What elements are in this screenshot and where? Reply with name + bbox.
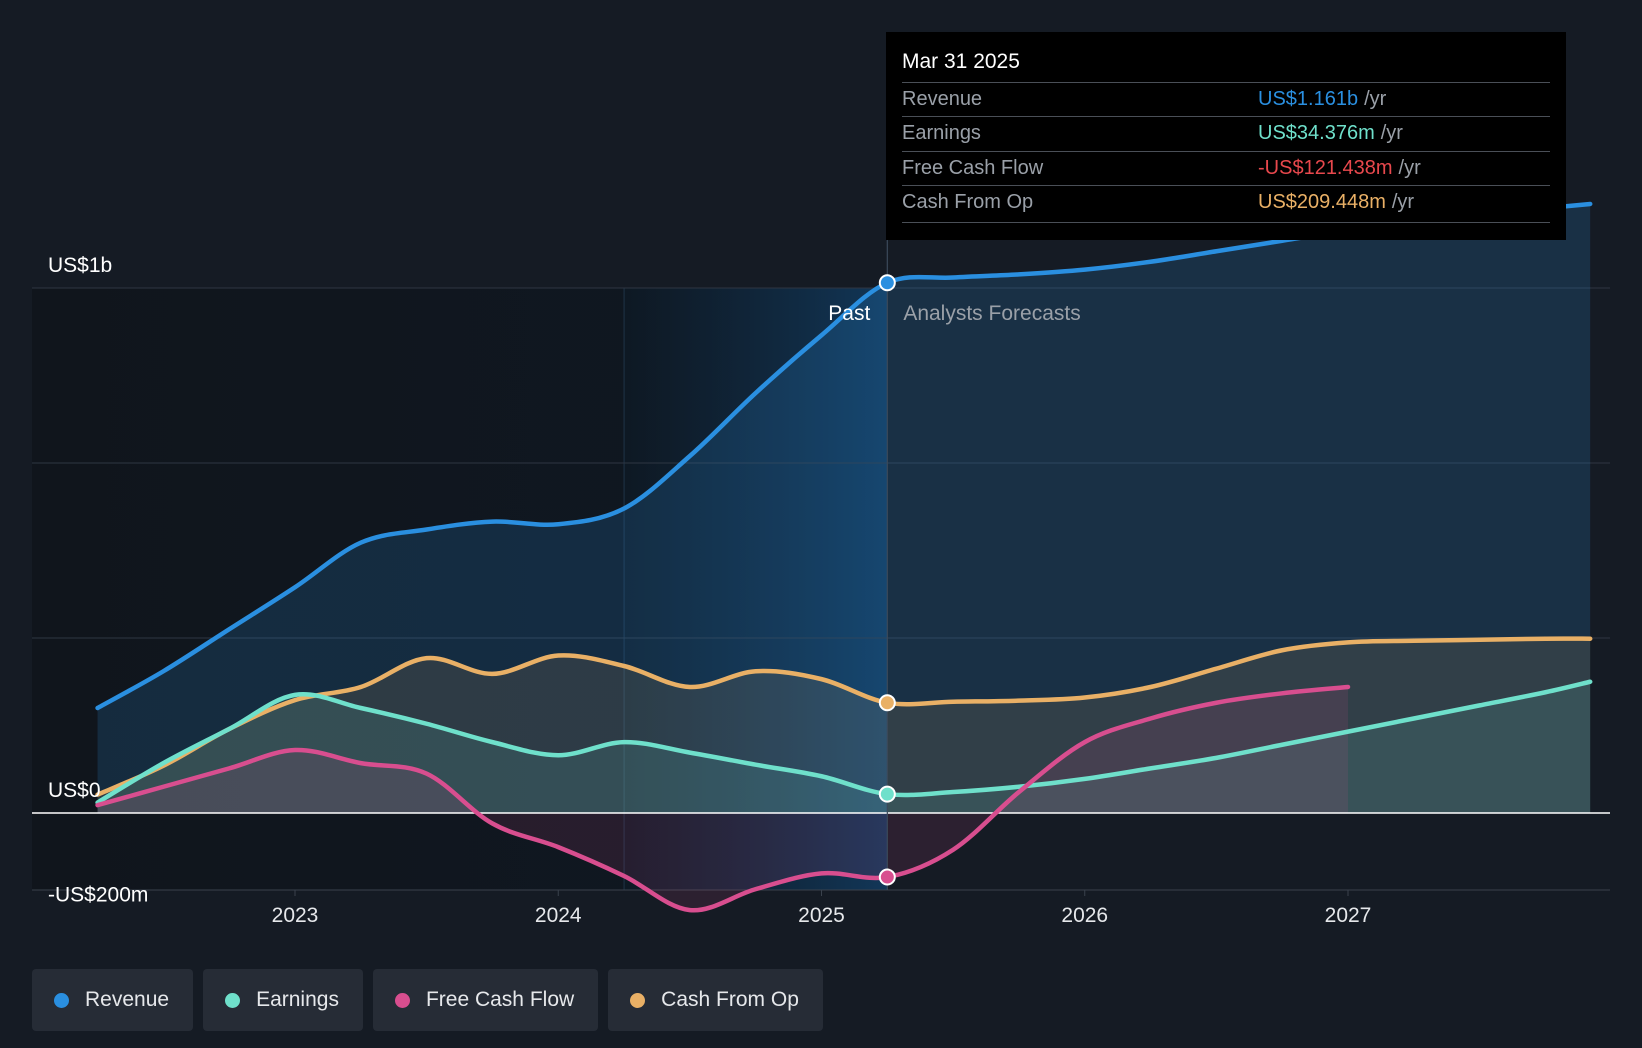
highlight-region (624, 288, 888, 890)
legend-item-earnings[interactable]: Earnings (203, 969, 363, 1031)
legend: Revenue Earnings Free Cash Flow Cash Fro… (32, 969, 823, 1031)
legend-label: Cash From Op (661, 988, 799, 1011)
tooltip-row-earnings: Earnings US$34.376m/yr (902, 116, 1550, 151)
legend-label: Earnings (256, 988, 339, 1011)
tooltip-label: Cash From Op (902, 191, 1034, 213)
legend-item-free-cash-flow[interactable]: Free Cash Flow (372, 969, 599, 1031)
series-line-earnings (95, 679, 1593, 805)
marker-earnings (878, 785, 896, 803)
marker-free-cash-flow (878, 868, 896, 886)
revenue-dot-icon (54, 992, 69, 1008)
earnings-dot-icon (225, 992, 241, 1008)
series-line-cash-from-op (95, 636, 1593, 797)
tooltip-label: Earnings (902, 122, 981, 144)
x-tick-label: 2027 (1325, 904, 1372, 927)
series-fill-cash-from-op (97, 638, 1591, 813)
cash-from-op-dot-icon (630, 992, 646, 1008)
series-fill-revenue (97, 204, 1591, 813)
x-tick-label: 2026 (1061, 904, 1108, 927)
forecast-label: Analysts Forecasts (903, 302, 1080, 325)
y-label-0: US$0 (48, 779, 101, 802)
marker-revenue (878, 274, 896, 292)
series-line-free-cash-flow (95, 684, 1351, 913)
tooltip-date: Mar 31 2025 (902, 50, 1020, 73)
tooltip-value: US$34.376m/yr (1258, 122, 1403, 144)
legend-label: Revenue (85, 988, 170, 1011)
tooltip-row-free-cash-flow: Free Cash Flow -US$121.438m/yr (902, 151, 1550, 186)
x-tick-label: 2024 (535, 904, 582, 927)
data-tooltip: Mar 31 2025 Revenue US$1.161b/yr Earning… (886, 32, 1566, 240)
x-tick-label: 2025 (798, 904, 845, 927)
tooltip-row-cash-from-op: Cash From Op US$209.448m/yr (902, 185, 1550, 220)
legend-item-cash-from-op[interactable]: Cash From Op (608, 969, 823, 1031)
tooltip-value: -US$121.438m/yr (1258, 157, 1421, 179)
tooltip-divider (902, 222, 1550, 223)
tooltip-label: Free Cash Flow (902, 157, 1044, 179)
y-label-1b: US$1b (48, 254, 112, 277)
series-fill-free-cash-flow (97, 687, 1348, 911)
tooltip-row-revenue: Revenue US$1.161b/yr (902, 82, 1550, 117)
tooltip-value: US$209.448m/yr (1258, 191, 1415, 213)
x-tick-label: 2023 (272, 904, 319, 927)
legend-item-revenue[interactable]: Revenue (32, 969, 194, 1031)
past-label: Past (828, 302, 870, 325)
tooltip-label: Revenue (902, 88, 983, 110)
y-label-neg200m: -US$200m (48, 884, 148, 907)
series-fill-earnings (97, 681, 1591, 813)
tooltip-value: US$1.161b/yr (1258, 88, 1387, 110)
marker-cash-from-op (878, 694, 896, 712)
legend-label: Free Cash Flow (425, 988, 575, 1011)
free-cash-flow-dot-icon (394, 992, 410, 1008)
